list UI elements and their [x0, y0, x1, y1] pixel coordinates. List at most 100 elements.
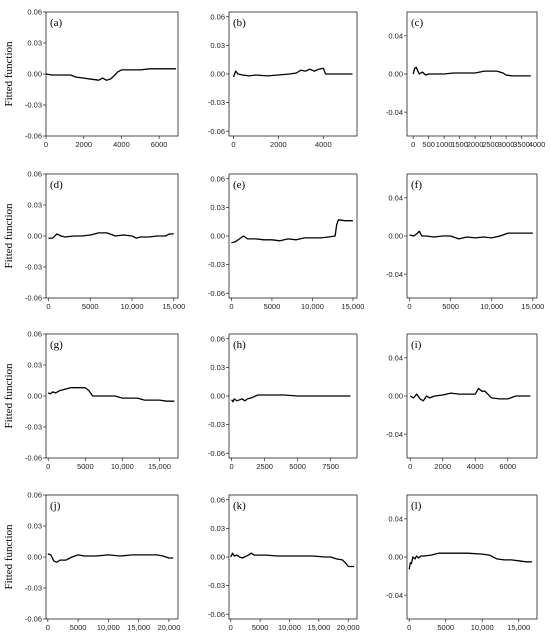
y-tick-label: 0.06: [27, 491, 42, 500]
y-tick-label: 0.06: [27, 8, 42, 17]
y-tick-label: 0.04: [388, 353, 403, 362]
x-tick-label: 1500: [451, 140, 468, 149]
fitted-function-line: [231, 219, 353, 244]
y-axis-title: Fitted function: [3, 41, 15, 107]
y-tick-label: -0.04: [386, 430, 403, 439]
y-tick-label: -0.04: [386, 108, 403, 117]
y-tick-label: 0.00: [388, 553, 403, 562]
x-tick-label: 20,000: [337, 623, 360, 632]
y-axis-title: Fitted function: [3, 363, 15, 429]
x-tick-label: 10,000: [301, 302, 324, 311]
y-tick-label: 0.03: [210, 363, 225, 372]
panel-label: (l): [411, 500, 422, 512]
x-tick-label: 10,000: [97, 623, 120, 632]
x-tick-label: 10,000: [111, 462, 134, 471]
y-tick-label: 0.06: [210, 495, 225, 504]
fitted-function-line: [412, 66, 531, 77]
chart-panel: -0.04 0.00 0.04 0 500 10001500200025003000350…: [386, 11, 546, 149]
y-tick-label: 0.03: [210, 203, 225, 212]
x-tick-label: 0: [46, 302, 50, 311]
x-tick-label: 5000: [70, 623, 87, 632]
x-tick-label: 0: [408, 462, 412, 471]
chart-panel: -0.06 -0.03 0.00 0.03 0.06 0 2000 4000 (b): [208, 11, 358, 149]
x-tick-label: 2500: [482, 140, 499, 149]
x-tick-label: 15,000: [341, 302, 364, 311]
x-tick-label: 4000: [467, 462, 484, 471]
x-tick-label: 0: [230, 462, 234, 471]
x-tick-label: 15,000: [162, 302, 185, 311]
chart-panel: -0.04 0.00 0.04 0 5000 10,000 15,000 (f): [386, 173, 544, 311]
fitted-function-line: [230, 552, 355, 568]
x-tick-label: 0: [46, 462, 50, 471]
panel-label: (b): [233, 17, 246, 29]
plot-frame: [45, 11, 179, 137]
x-tick-label: 15,000: [148, 462, 171, 471]
y-tick-label: -0.03: [208, 581, 225, 590]
y-tick-label: 0.04: [388, 31, 403, 40]
y-tick-label: 0.00: [27, 70, 42, 79]
x-tick-label: 0: [411, 140, 415, 149]
y-tick-label: -0.03: [208, 260, 225, 269]
chart-panel: -0.06 -0.03 0.00 0.03 0.06 0 5000 10,000 15,000 2…: [208, 494, 360, 632]
x-tick-label: 15,000: [127, 623, 150, 632]
fitted-function-line: [45, 68, 177, 81]
y-tick-label: 0.06: [27, 330, 42, 339]
y-tick-label: 0.00: [210, 392, 225, 401]
y-tick-label: -0.06: [25, 615, 42, 624]
x-tick-label: 0: [229, 302, 233, 311]
panels-grid: -0.06-0.030.000.030.060 2000 4000 6000(a)-0…: [25, 8, 545, 632]
x-tick-label: 5000: [252, 623, 269, 632]
x-tick-label: 4000: [113, 140, 130, 149]
y-tick-label: -0.03: [25, 423, 42, 432]
y-tick-label: 0.03: [210, 524, 225, 533]
y-tick-label: -0.06: [25, 454, 42, 463]
y-tick-label: 0.04: [388, 514, 403, 523]
fitted-function-line: [231, 394, 351, 403]
y-tick-label: 0.00: [210, 70, 225, 79]
x-tick-label: 500: [422, 140, 435, 149]
y-tick-label: -0.03: [208, 98, 225, 107]
y-tick-label: 0.00: [27, 232, 42, 241]
x-tick-label: 0: [407, 302, 411, 311]
y-tick-label: -0.03: [208, 420, 225, 429]
y-tick-label: 0.06: [210, 12, 225, 21]
chart-panel: -0.06 -0.03 0.00 0.03 0.06 0 2000 4000 6000 (a): [25, 8, 179, 149]
panel-label: (d): [50, 179, 63, 191]
y-tick-label: 0.00: [27, 553, 42, 562]
plot-frame: [228, 494, 358, 620]
x-tick-label: 5000: [437, 623, 454, 632]
x-tick-label: 10,000: [278, 623, 301, 632]
y-tick-label: -0.06: [25, 294, 42, 303]
x-tick-label: 6000: [151, 140, 168, 149]
x-tick-label: 4000: [529, 140, 546, 149]
y-tick-label: 0.00: [210, 553, 225, 562]
x-tick-label: 4000: [315, 140, 332, 149]
y-tick-label: -0.06: [208, 449, 225, 458]
fitted-function-line: [48, 232, 174, 239]
x-tick-label: 5000: [82, 302, 99, 311]
y-tick-label: 0.03: [27, 39, 42, 48]
y-tick-label: -0.06: [208, 127, 225, 136]
x-tick-label: 0: [46, 623, 50, 632]
y-tick-label: 0.03: [27, 361, 42, 370]
x-tick-label: 2000: [467, 140, 484, 149]
x-tick-label: 15,000: [507, 623, 530, 632]
plot-frame: [406, 494, 538, 620]
panel-label: (g): [50, 339, 63, 351]
y-tick-label: 0.03: [27, 522, 42, 531]
panel-label: (i): [411, 339, 422, 351]
x-tick-label: 2000: [270, 140, 287, 149]
y-tick-label: -0.06: [208, 289, 225, 298]
chart-panel: -0.06 -0.03 0.00 0.03 0.06 0 2500 5000 7500 (h): [208, 333, 358, 471]
x-tick-label: 5000: [77, 462, 94, 471]
y-tick-label: -0.03: [25, 584, 42, 593]
y-tick-label: -0.03: [25, 263, 42, 272]
panel-label: (f): [411, 179, 422, 191]
x-tick-label: 2500: [256, 462, 273, 471]
fitted-function-line: [47, 553, 174, 563]
chart-panel: -0.06 -0.03 0.00 0.03 0.06 0 5000 10,000 15,000 2…: [25, 491, 181, 632]
y-tick-label: 0.03: [210, 41, 225, 50]
fitted-function-line: [47, 387, 175, 402]
chart-panel: -0.06 -0.03 0.00 0.03 0.06 0 5000 10,000 15,000 (…: [25, 170, 185, 311]
fitted-function-line: [408, 552, 532, 570]
